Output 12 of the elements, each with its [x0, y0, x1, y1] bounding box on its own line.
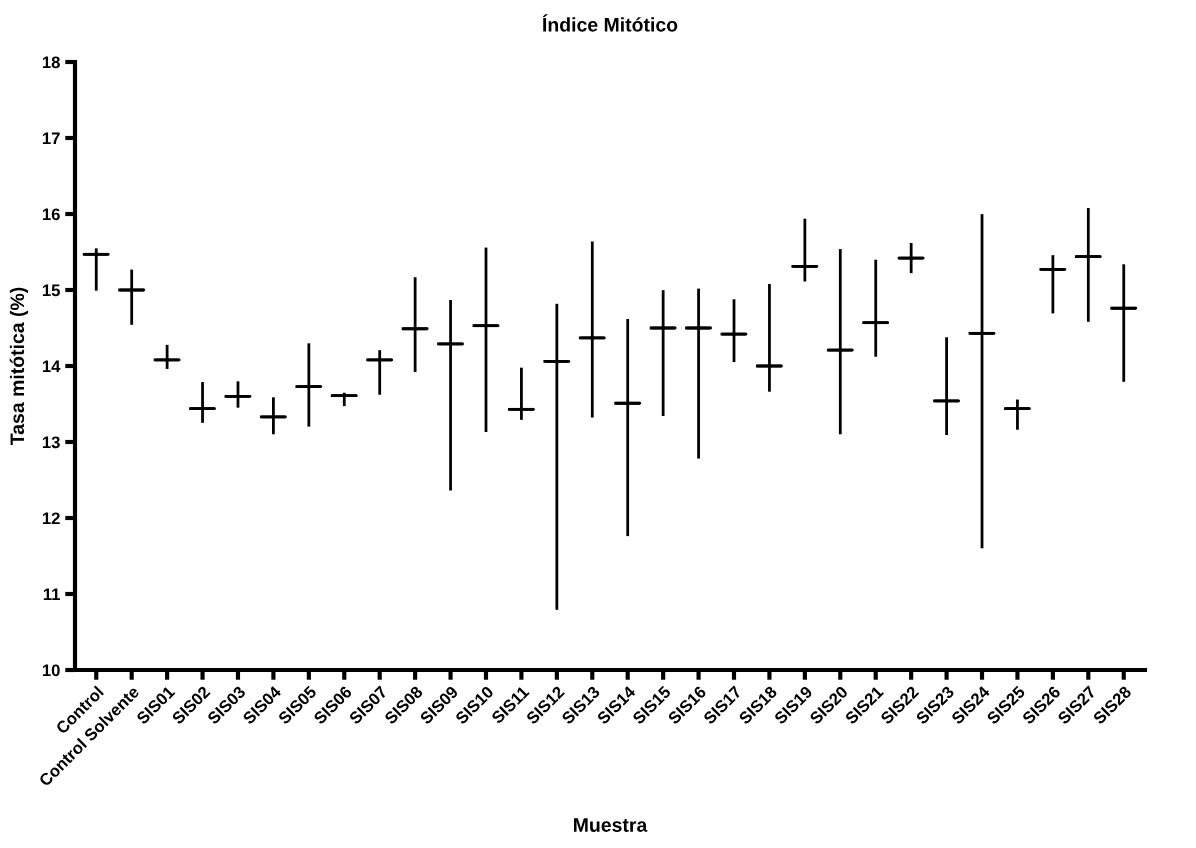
y-tick-label: 14	[42, 360, 61, 373]
y-tick-label: 15	[42, 284, 60, 297]
y-tick-label: 18	[42, 56, 60, 69]
y-tick-label: 17	[42, 132, 60, 145]
y-tick-label: 12	[42, 512, 60, 525]
y-axis-title: Tasa mitótica (%)	[9, 287, 28, 446]
y-tick-label: 16	[42, 208, 60, 221]
x-axis-title: Muestra	[574, 818, 648, 832]
y-tick-label: 13	[42, 436, 60, 449]
chart-title: Índice Mitótico	[542, 14, 678, 32]
y-tick-label: 11	[43, 588, 60, 601]
y-tick-label: 10	[42, 664, 60, 677]
